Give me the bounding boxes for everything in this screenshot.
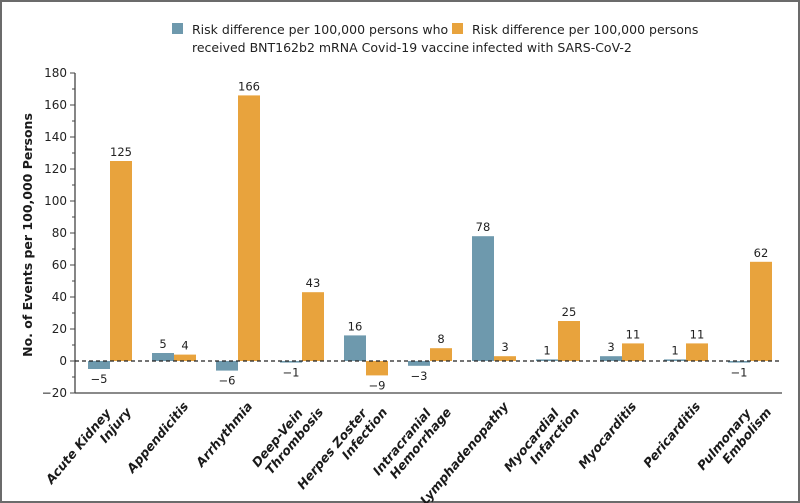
y-tick-label: 120 xyxy=(44,162,67,176)
category-label: Arrhythmia xyxy=(192,399,255,470)
infection-bar xyxy=(686,343,708,361)
y-tick-label: −20 xyxy=(42,386,67,400)
category-label: Appendicitis xyxy=(123,399,191,476)
vaccine-bar xyxy=(728,361,750,363)
data-label: 4 xyxy=(181,339,188,353)
vaccine-bar xyxy=(88,361,110,369)
data-label: −5 xyxy=(91,372,108,386)
vaccine-bar xyxy=(216,361,238,371)
infection-bar xyxy=(494,356,516,361)
y-tick-label: 100 xyxy=(44,194,67,208)
category-label: Acute KidneyInjury xyxy=(42,394,135,497)
infection-bar xyxy=(430,348,452,361)
data-label: −1 xyxy=(731,366,748,380)
data-label: 11 xyxy=(626,327,641,341)
infection-bar xyxy=(174,354,196,361)
data-label: −9 xyxy=(369,378,386,392)
category-label: Myocarditis xyxy=(575,399,639,472)
y-axis-label: No. of Events per 100,000 Persons xyxy=(20,113,35,357)
infection-bar xyxy=(622,343,644,361)
infection-bar xyxy=(238,95,260,362)
vaccine-bar xyxy=(600,356,622,361)
vaccine-bar xyxy=(408,361,430,366)
data-label: 78 xyxy=(476,220,491,234)
vaccine-bar xyxy=(536,359,558,361)
data-label: 16 xyxy=(348,319,363,333)
y-tick-label: 160 xyxy=(44,98,67,112)
y-tick-label: 0 xyxy=(59,354,67,368)
legend-swatch-infection xyxy=(452,23,463,34)
y-tick-label: 60 xyxy=(52,258,67,272)
infection-bar xyxy=(302,292,324,361)
data-label: 5 xyxy=(159,337,166,351)
data-label: 43 xyxy=(306,276,321,290)
category-label: Pericarditis xyxy=(640,399,703,470)
data-label: −6 xyxy=(219,374,236,388)
vaccine-bar xyxy=(344,335,366,361)
y-tick-label: 140 xyxy=(44,130,67,144)
data-label: 3 xyxy=(607,340,614,354)
data-label: 1 xyxy=(543,343,550,357)
data-label: −1 xyxy=(283,366,300,380)
data-label: −3 xyxy=(411,369,428,383)
data-label: 3 xyxy=(501,340,508,354)
legend-label: received BNT162b2 mRNA Covid-19 vaccine xyxy=(192,40,469,55)
data-label: 8 xyxy=(437,332,444,346)
legend-swatch-vaccine xyxy=(172,23,183,34)
legend-label: Risk difference per 100,000 persons xyxy=(472,22,698,37)
vaccine-bar xyxy=(664,359,686,361)
data-label: 1 xyxy=(671,343,678,357)
data-label: 25 xyxy=(562,305,577,319)
category-label: MyocardialInfarction xyxy=(501,395,583,484)
y-tick-label: 20 xyxy=(52,322,67,336)
y-tick-label: 180 xyxy=(44,66,67,80)
legend-label: infected with SARS-CoV-2 xyxy=(472,40,632,55)
infection-bar xyxy=(110,161,132,361)
category-label: PulmonaryEmbolism xyxy=(694,395,774,483)
legend-label: Risk difference per 100,000 persons who xyxy=(192,22,448,37)
infection-bar xyxy=(366,361,388,376)
y-tick-label: 80 xyxy=(52,226,67,240)
vaccine-bar xyxy=(152,353,174,361)
data-label: 166 xyxy=(238,79,260,93)
vaccine-bar xyxy=(280,361,302,363)
infection-bar xyxy=(750,261,772,361)
data-label: 11 xyxy=(690,327,705,341)
y-tick-label: 40 xyxy=(52,290,67,304)
vaccine-bar xyxy=(472,236,494,361)
data-label: 125 xyxy=(110,145,132,159)
infection-bar xyxy=(558,321,580,361)
data-label: 62 xyxy=(754,246,769,260)
